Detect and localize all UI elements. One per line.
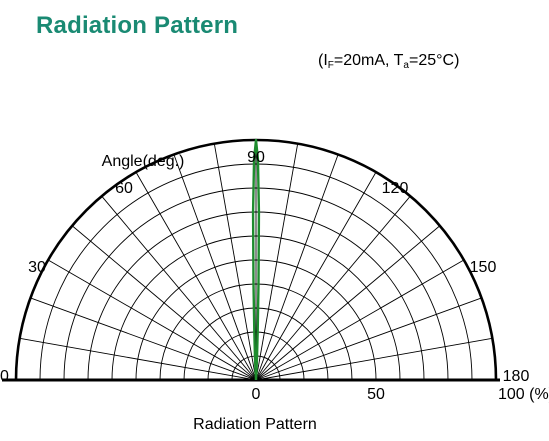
grid-spoke [255, 337, 493, 381]
angle-tick-label: 120 [382, 180, 409, 197]
grid-spoke [255, 297, 482, 381]
pattern-curve [251, 138, 261, 381]
grid-spoke [255, 171, 377, 381]
angle-tick-label: 90 [247, 149, 265, 166]
test-conditions: (IF=20mA, Ta=25°C) [318, 52, 459, 71]
x-axis-title: Radiation Pattern [193, 416, 317, 433]
radial-tick-label: 100 (%) [498, 386, 549, 403]
grid-spoke [135, 171, 257, 381]
grid-spoke [255, 259, 465, 381]
cond-mid: =20mA, T [333, 52, 404, 69]
grid-spoke [30, 297, 257, 381]
chart-labels: Angle(deg.) Radiation Pattern 0 30 60 90 120… [0, 149, 549, 433]
page-title: Radiation Pattern [36, 12, 239, 39]
angle-tick-label: 0 [0, 368, 9, 385]
grid-spoke [47, 259, 257, 381]
radial-tick-label: 0 [252, 386, 261, 403]
grid-spoke [213, 143, 257, 381]
angle-tick-label: 180 [503, 368, 530, 385]
angle-axis-title: Angle(deg.) [102, 153, 185, 170]
polar-grid [2, 138, 500, 382]
angle-tick-label: 150 [470, 259, 497, 276]
pattern-series [251, 138, 261, 381]
angle-tick-label: 30 [28, 259, 46, 276]
grid-spoke [71, 225, 257, 381]
cond-sub-a: a [403, 60, 409, 71]
grid-spoke [255, 154, 339, 381]
cond-open: (I [318, 52, 328, 69]
grid-spoke [19, 337, 257, 381]
cond-sub-f: F [327, 60, 334, 71]
grid-spoke [173, 154, 257, 381]
grid-spoke [255, 195, 411, 381]
grid-spoke [255, 143, 299, 381]
grid-spoke [255, 225, 441, 381]
radial-tick-label: 50 [367, 386, 385, 403]
angle-tick-label: 60 [115, 180, 133, 197]
grid-spoke [101, 195, 257, 381]
cond-close: =25°C) [408, 52, 460, 69]
